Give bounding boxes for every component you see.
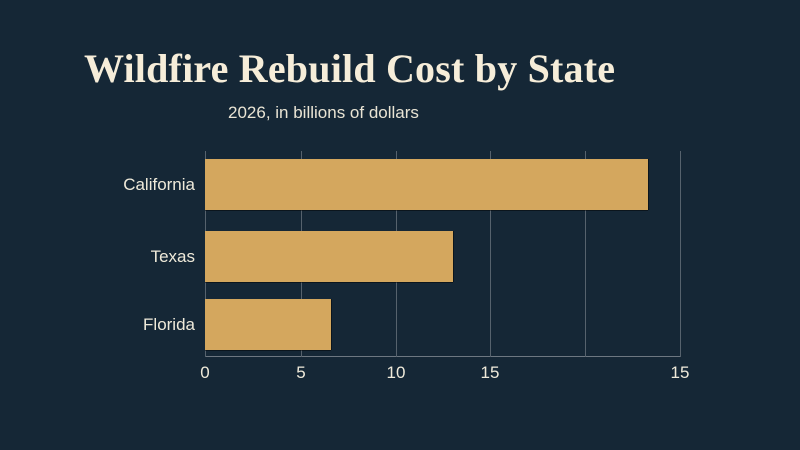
x-tick-label-1: 5 bbox=[296, 363, 306, 382]
gridline-4 bbox=[585, 151, 586, 357]
x-tick-label-4: 15 bbox=[670, 363, 690, 382]
chart-subtitle: 2026, in billions of dollars bbox=[228, 103, 419, 122]
chart-title: Wildfire Rebuild Cost by State bbox=[84, 46, 616, 91]
y-axis-label-florida: Florida bbox=[143, 315, 195, 334]
plot-area bbox=[205, 151, 681, 357]
y-axis-label-texas: Texas bbox=[150, 247, 195, 266]
x-axis-tick-labels: 0 5 10 15 15 bbox=[0, 363, 800, 389]
bar-texas[interactable] bbox=[205, 231, 453, 282]
y-axis-label-california: California bbox=[123, 175, 195, 194]
y-axis-category-labels: California Texas Florida bbox=[15, 151, 195, 357]
bar-florida[interactable] bbox=[205, 299, 331, 350]
x-tick-label-2: 10 bbox=[386, 363, 406, 382]
x-axis-line bbox=[205, 356, 681, 357]
x-tick-label-0: 0 bbox=[200, 363, 210, 382]
gridline-3 bbox=[490, 151, 491, 357]
gridline-5 bbox=[680, 151, 681, 357]
bar-california[interactable] bbox=[205, 159, 648, 210]
x-tick-label-3: 15 bbox=[480, 363, 500, 382]
